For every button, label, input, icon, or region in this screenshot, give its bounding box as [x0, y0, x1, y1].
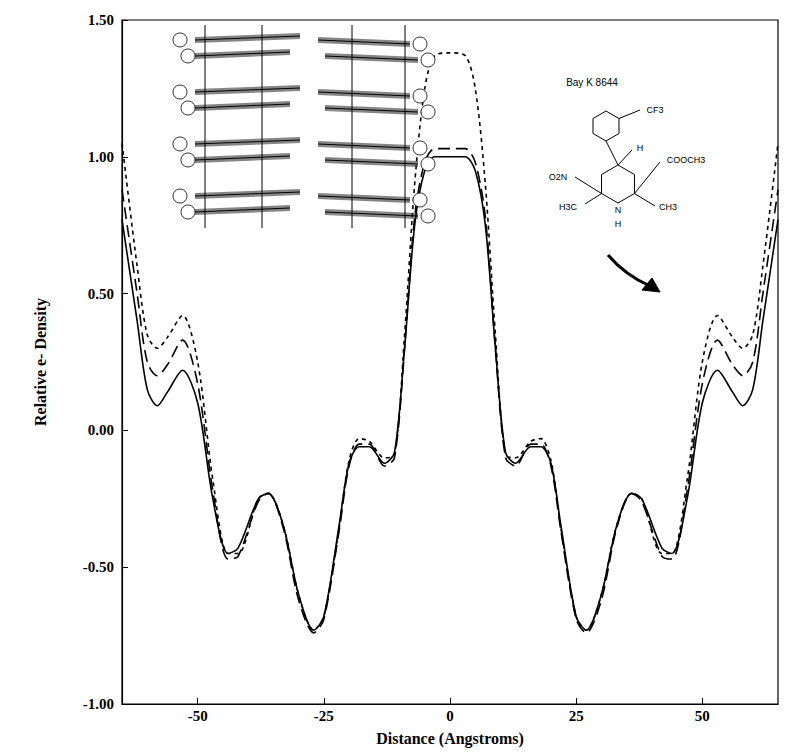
svg-text:0.00: 0.00 — [88, 422, 114, 438]
svg-text:H: H — [637, 143, 644, 153]
svg-text:CH3: CH3 — [659, 202, 677, 212]
svg-text:-0.50: -0.50 — [83, 559, 114, 575]
svg-text:CF3: CF3 — [646, 105, 663, 115]
svg-text:1.00: 1.00 — [88, 149, 114, 165]
svg-text:Bay K 8644: Bay K 8644 — [566, 77, 618, 88]
svg-text:-1.00: -1.00 — [83, 696, 114, 712]
svg-text:-25: -25 — [314, 708, 334, 724]
svg-text:25: 25 — [569, 708, 584, 724]
svg-text:H3C: H3C — [559, 202, 578, 212]
svg-text:1.50: 1.50 — [88, 12, 114, 28]
svg-text:N: N — [615, 205, 622, 215]
svg-text:H: H — [615, 219, 622, 229]
svg-text:0.50: 0.50 — [88, 286, 114, 302]
svg-text:50: 50 — [695, 708, 710, 724]
svg-text:COOCH3: COOCH3 — [667, 155, 706, 165]
svg-text:Distance (Angstroms): Distance (Angstroms) — [376, 730, 524, 748]
svg-text:Relative e- Density: Relative e- Density — [32, 298, 50, 426]
svg-text:O2N: O2N — [549, 172, 568, 182]
svg-text:-50: -50 — [188, 708, 208, 724]
svg-text:0: 0 — [446, 708, 454, 724]
